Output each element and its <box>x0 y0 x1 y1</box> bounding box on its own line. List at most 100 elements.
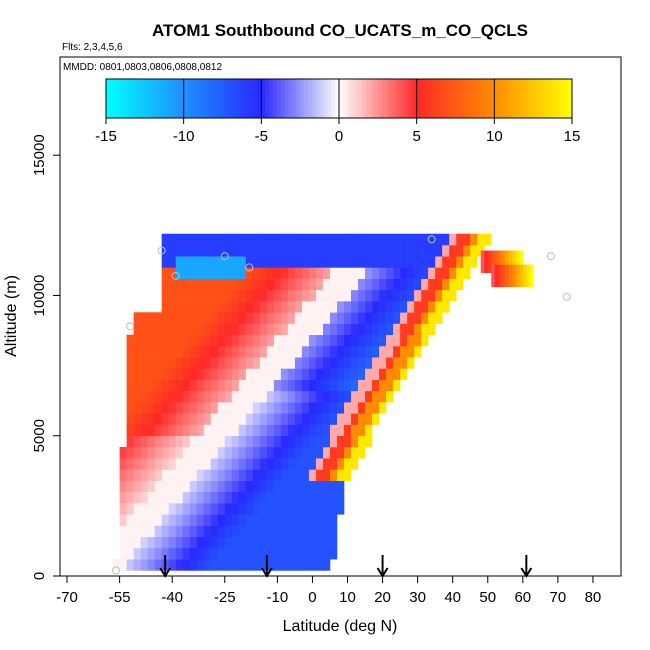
colorbar-swatch <box>156 79 161 118</box>
heatmap-cell <box>168 334 176 347</box>
heatmap-cell <box>301 480 310 493</box>
heatmap-cell <box>189 435 198 448</box>
heatmap-cell <box>280 503 289 515</box>
heatmap-cell <box>315 267 324 279</box>
heatmap-cell <box>273 233 282 246</box>
heatmap-cell <box>280 267 289 279</box>
heatmap-cell <box>217 312 226 324</box>
y-axis: 0 5000 10000 15000 <box>31 134 60 580</box>
heatmap-cell <box>189 525 198 538</box>
heatmap-cell <box>133 323 141 336</box>
heatmap-cell <box>154 368 162 380</box>
y-tick-label: 10000 <box>31 275 48 317</box>
heatmap-cell <box>259 469 268 481</box>
heatmap-cell <box>259 233 268 246</box>
heatmap-cell <box>259 267 268 279</box>
heatmap-cell <box>428 256 436 268</box>
heatmap-cell <box>358 446 366 459</box>
heatmap-cell <box>287 233 296 246</box>
heatmap-cell <box>322 368 331 380</box>
heatmap-cell <box>259 446 268 459</box>
colorbar-swatch <box>117 79 122 118</box>
heatmap-cell <box>322 547 331 560</box>
heatmap-cell <box>210 469 219 481</box>
colorbar-swatch <box>525 79 530 118</box>
heatmap-cell <box>189 402 198 414</box>
heatmap-cell <box>294 559 303 571</box>
heatmap-cell <box>210 390 219 403</box>
heatmap-cell <box>315 334 324 347</box>
heatmap-cell <box>133 334 141 347</box>
heatmap-cell <box>414 323 422 336</box>
heatmap-cell <box>301 278 310 291</box>
colorbar-swatch <box>490 79 495 118</box>
heatmap-cell <box>231 368 240 380</box>
heatmap-cell <box>252 402 261 414</box>
heatmap-cell <box>315 256 324 268</box>
colorbar-swatch <box>358 79 363 118</box>
heatmap-cell <box>175 390 184 403</box>
colorbar-swatch <box>191 79 196 118</box>
heatmap-cell <box>379 233 387 246</box>
heatmap-cell <box>189 278 198 291</box>
heatmap-cell <box>308 323 317 336</box>
heatmap-cell <box>315 301 324 313</box>
heatmap-cell <box>280 390 289 403</box>
heatmap-cell <box>140 525 148 538</box>
heatmap-cell <box>140 402 148 414</box>
heatmap-cell <box>217 301 226 313</box>
heatmap-cell <box>119 559 127 571</box>
heatmap-cell <box>400 345 408 358</box>
heatmap-cell <box>522 264 527 288</box>
heatmap-cell <box>280 469 289 481</box>
heatmap-cell <box>196 368 205 380</box>
heatmap-cell <box>168 514 176 526</box>
heatmap-cell <box>203 458 212 470</box>
heatmap-cell <box>196 469 205 481</box>
heatmap-cell <box>515 264 520 288</box>
heatmap-cell <box>182 402 191 414</box>
x-axis: -70 -55 -40 -25 -10 0 10 20 30 40 50 60 70 80 <box>56 576 601 606</box>
heatmap-cell <box>351 435 359 448</box>
colorbar-swatch <box>109 79 115 118</box>
heatmap-cell <box>154 480 162 493</box>
heatmap-cell <box>259 390 268 403</box>
heatmap-cell <box>161 469 169 481</box>
heatmap-cell <box>365 289 373 302</box>
heatmap-cell <box>428 289 436 302</box>
heatmap-cell <box>344 278 352 291</box>
heatmap-cell <box>322 345 331 358</box>
heatmap-cell <box>224 379 233 392</box>
heatmap-cell <box>245 402 254 414</box>
heatmap-cell <box>217 289 226 302</box>
heatmap-cell <box>210 267 219 279</box>
heatmap-cell <box>175 334 184 347</box>
heatmap-cell <box>196 233 205 246</box>
heatmap-cell <box>182 256 191 268</box>
heatmap-cell <box>154 357 162 369</box>
heatmap-cell <box>182 379 191 392</box>
heatmap-cell <box>147 525 155 538</box>
heatmap-cell <box>182 503 191 515</box>
heatmap-cell <box>329 244 338 257</box>
heatmap-cell <box>259 368 268 380</box>
colorbar-swatch <box>269 79 274 118</box>
heatmap-cell <box>393 301 401 313</box>
heatmap-cell <box>280 480 289 493</box>
heatmap-cell <box>449 267 457 279</box>
heatmap-cell <box>238 525 247 538</box>
heatmap-cell <box>203 379 212 392</box>
heatmap-cell <box>182 491 191 504</box>
heatmap-cell <box>365 368 373 380</box>
heatmap-cell <box>210 514 219 526</box>
x-tick-label: -10 <box>267 589 289 606</box>
heatmap-cell <box>287 345 296 358</box>
heatmap-cell <box>421 301 429 313</box>
heatmap-cell <box>273 413 282 425</box>
heatmap-cell <box>175 368 184 380</box>
heatmap-cell <box>372 312 380 324</box>
heatmap-cell <box>400 334 408 347</box>
heatmap-cell <box>308 402 317 414</box>
heatmap-cell <box>168 289 176 302</box>
colorbar-swatch <box>548 79 553 118</box>
